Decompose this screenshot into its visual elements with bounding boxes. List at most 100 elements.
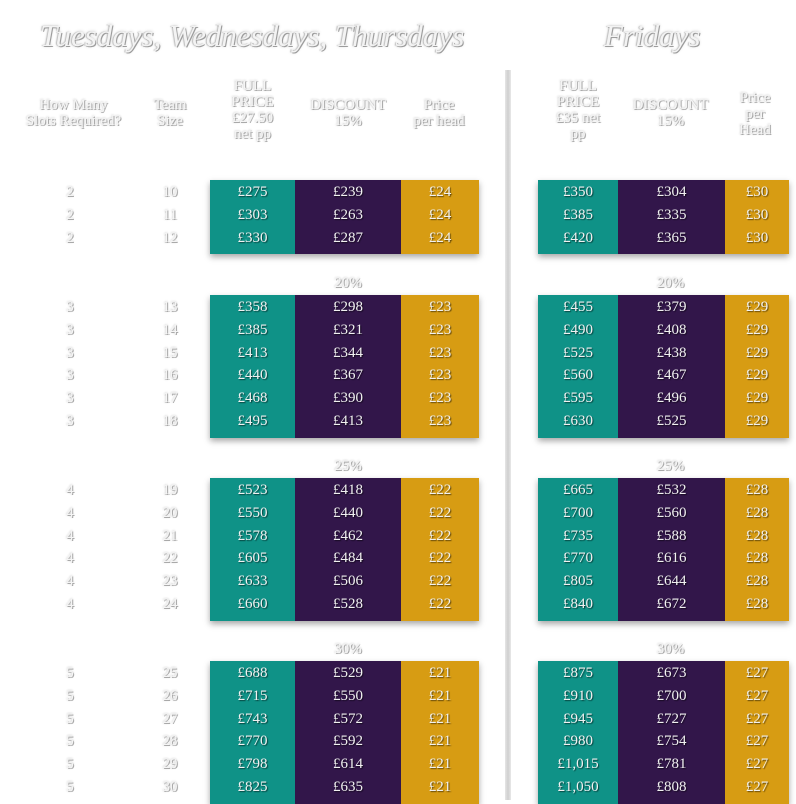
friday-discount-price: £588	[656, 527, 687, 544]
friday-discount-price: £304	[656, 184, 687, 200]
weekday-teal-column	[210, 478, 295, 621]
weekday-per-head-header: Price per head	[413, 97, 465, 129]
friday-price-per-head: £29	[745, 367, 769, 384]
friday-full-price: £455	[563, 299, 593, 315]
weekday-discount-price: £239	[333, 184, 363, 200]
friday-full-price: £1,015	[557, 756, 599, 773]
friday-price-per-head: £30	[745, 206, 769, 223]
weekday-full-price: £770	[237, 733, 268, 750]
weekday-full-price: £303	[237, 206, 268, 223]
team-size-value: 20	[162, 504, 178, 521]
slots-value: 5	[66, 710, 74, 727]
friday-full-price: £945	[563, 710, 593, 727]
friday-discount-price: £781	[656, 756, 687, 773]
friday-price-per-head: £27	[745, 779, 769, 795]
friday-full-price: £385	[563, 206, 593, 223]
weekday-price-per-head: £23	[428, 299, 452, 315]
friday-discount-price: £754	[656, 733, 687, 750]
slots-value: 3	[66, 390, 74, 407]
slots-value: 4	[66, 482, 74, 498]
weekday-price-per-head: £23	[428, 413, 452, 429]
friday-full-price: £805	[563, 573, 593, 590]
weekday-discount-price: £321	[333, 321, 363, 338]
weekday-discount-price: £413	[333, 413, 363, 429]
weekday-price-per-head: £24	[428, 229, 452, 246]
weekday-full-price: £385	[237, 321, 268, 338]
weekday-full-price: £440	[237, 367, 268, 384]
weekday-full-price: £523	[237, 482, 268, 498]
slots-value: 4	[66, 504, 74, 521]
slots-value: 3	[66, 344, 74, 361]
friday-discount-price: £672	[656, 596, 687, 612]
weekday-full-price: £578	[237, 527, 268, 544]
weekday-discount-price: £484	[333, 550, 363, 567]
slots-value: 4	[66, 550, 74, 567]
weekday-full-price: £468	[237, 390, 268, 407]
weekday-discount-price: £418	[333, 482, 363, 498]
friday-discount-price: £467	[656, 367, 687, 384]
weekday-teal-column	[210, 180, 295, 255]
friday-discount-percent: 25%	[656, 458, 685, 474]
weekday-full-price: £798	[237, 756, 268, 773]
friday-full-price: £980	[563, 733, 593, 750]
weekday-discount-percent: 30%	[334, 641, 362, 657]
friday-price-block	[538, 180, 789, 255]
weekday-price-per-head: £23	[428, 390, 452, 407]
section-divider	[505, 70, 511, 800]
team-size-header: Team Size	[153, 97, 187, 129]
friday-discount-percent: 20%	[656, 275, 685, 291]
weekday-full-price: £275	[237, 184, 268, 200]
team-size-value: 30	[162, 779, 178, 795]
weekday-purple-column	[295, 661, 401, 804]
slots-value: 2	[66, 206, 74, 223]
friday-price-per-head: £27	[745, 665, 769, 681]
team-size-value: 11	[162, 206, 178, 223]
friday-price-per-head: £29	[745, 299, 769, 315]
friday-discount-price: £365	[656, 229, 687, 246]
weekday-discount-price: £592	[333, 733, 363, 750]
friday-price-per-head: £29	[745, 344, 769, 361]
friday-price-block	[538, 661, 789, 804]
friday-discount-price: £438	[656, 344, 687, 361]
slots-value: 3	[66, 413, 74, 429]
slots-value: 3	[66, 299, 74, 315]
weekday-full-price: £633	[237, 573, 268, 590]
friday-price-per-head: £27	[745, 710, 769, 727]
weekday-discount-price: £440	[333, 504, 363, 521]
friday-full-price: £735	[563, 527, 593, 544]
slots-value: 4	[66, 596, 74, 612]
weekday-discount-price: £506	[333, 573, 363, 590]
weekday-price-block	[210, 478, 479, 621]
slots-value: 5	[66, 779, 74, 795]
weekday-full-price: £330	[237, 229, 268, 246]
weekday-price-per-head: £22	[428, 573, 452, 590]
slots-value: 3	[66, 367, 74, 384]
weekday-full-price: £413	[237, 344, 268, 361]
friday-purple-column	[618, 661, 725, 804]
weekday-discount-price: £550	[333, 687, 363, 704]
team-size-value: 17	[162, 390, 178, 407]
friday-price-block	[538, 478, 789, 621]
weekday-purple-column	[295, 295, 401, 438]
weekday-full-price: £358	[237, 299, 268, 315]
weekday-full-price: £743	[237, 710, 268, 727]
friday-discount-header: DISCOUNT 15%	[632, 97, 709, 129]
friday-price-block	[538, 295, 789, 438]
friday-price-per-head: £29	[745, 321, 769, 338]
weekday-discount-price: £462	[333, 527, 363, 544]
friday-price-per-head: £27	[745, 756, 769, 773]
friday-full-price: £630	[563, 413, 593, 429]
weekday-discount-price: £528	[333, 596, 363, 612]
friday-teal-column	[538, 295, 618, 438]
team-size-value: 18	[162, 413, 178, 429]
weekday-full-price: £688	[237, 665, 268, 681]
friday-price-per-head: £28	[745, 550, 769, 567]
slots-value: 2	[66, 184, 74, 200]
team-size-value: 22	[162, 550, 178, 567]
friday-full-price: £770	[563, 550, 593, 567]
weekday-full-price: £825	[237, 779, 268, 795]
weekday-price-per-head: £21	[428, 779, 452, 795]
weekday-discount-price: £390	[333, 390, 363, 407]
friday-full-price: £420	[563, 229, 593, 246]
friday-full-price: £840	[563, 596, 593, 612]
